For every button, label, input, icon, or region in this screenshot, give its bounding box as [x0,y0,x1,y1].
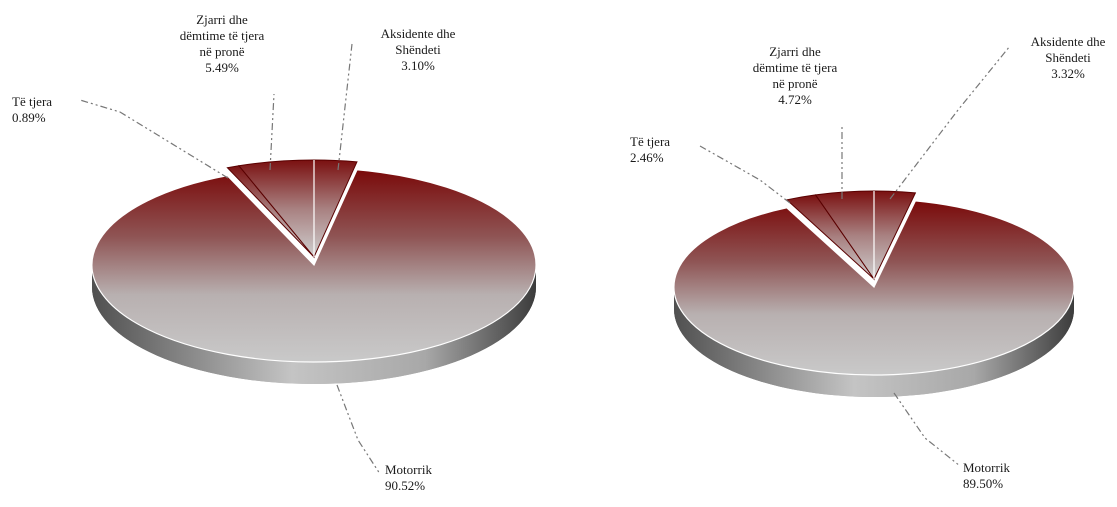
data-label-aksidente-dhe-shendeti: Aksidente dhe Shëndeti 3.10% [381,26,456,73]
data-label-line: në pronë [772,76,817,91]
data-label-line: 4.72% [778,92,812,107]
data-label-line: Aksidente dhe [381,26,456,41]
data-label-line: Zjarri dhe [196,12,248,27]
data-label-line: 2.46% [630,150,664,165]
data-label-line: Të tjera [630,134,670,149]
pie-slice-motorrik [673,200,1075,376]
data-label-motorrik: Motorrik 90.52% [385,462,432,493]
data-label-motorrik: Motorrik 89.50% [963,460,1010,491]
data-label-line: 3.10% [401,58,435,73]
pie-rim [92,265,536,384]
data-label-zjarri-dhe-demtime-te-tjera-ne-prone: Zjarri dhe dëmtime të tjera në pronë 4.72% [753,44,838,107]
data-label-line: Motorrik [385,462,432,477]
pie-chart-left: Motorrik 90.52% Të tjera 0.89% Zjarri dhe dëm… [12,12,537,493]
data-label-line: Të tjera [12,94,52,109]
data-label-line: 89.50% [963,476,1003,491]
data-label-line: 0.89% [12,110,46,125]
data-label-line: Shëndeti [1045,50,1091,65]
pie-chart-right: Motorrik 89.50% Të tjera 2.46% Zjarri dhe dëm… [630,34,1106,491]
leader-line-motorrik [336,384,381,475]
leader-line-motorrik [893,392,961,467]
leader-line-te-tjera [79,99,229,179]
leader-line-aksidente-dhe-shendeti [889,45,1011,200]
data-label-line: Motorrik [963,460,1010,475]
data-label-aksidente-dhe-shendeti: Aksidente dhe Shëndeti 3.32% [1031,34,1106,81]
data-label-line: 90.52% [385,478,425,493]
data-label-line: dëmtime të tjera [180,28,265,43]
leader-line-te-tjera [699,145,791,204]
data-label-line: Shëndeti [395,42,441,57]
data-label-line: Zjarri dhe [769,44,821,59]
data-label-line: dëmtime të tjera [753,60,838,75]
data-label-line: në pronë [199,44,244,59]
data-label-line: 5.49% [205,60,239,75]
data-label-zjarri-dhe-demtime-te-tjera-ne-prone: Zjarri dhe dëmtime të tjera në pronë 5.49% [180,12,265,75]
data-label-te-tjera: Të tjera 0.89% [12,94,52,125]
pie-slice-motorrik [91,169,537,363]
data-label-line: Aksidente dhe [1031,34,1106,49]
data-label-line: 3.32% [1051,66,1085,81]
leader-line-zjarri-dhe-demtime-te-tjera-ne-prone [269,93,275,171]
leader-line-aksidente-dhe-shendeti [337,43,353,171]
pie-rim [674,287,1074,397]
data-label-te-tjera: Të tjera 2.46% [630,134,670,165]
